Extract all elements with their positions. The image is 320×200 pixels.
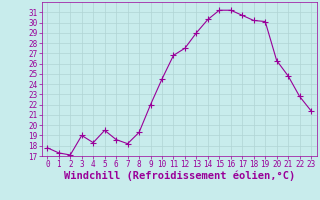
- X-axis label: Windchill (Refroidissement éolien,°C): Windchill (Refroidissement éolien,°C): [64, 171, 295, 181]
